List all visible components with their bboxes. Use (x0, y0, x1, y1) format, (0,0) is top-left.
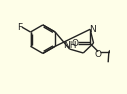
Text: F: F (17, 23, 22, 32)
Text: O: O (95, 50, 102, 59)
Text: O: O (72, 39, 79, 48)
Text: NH: NH (63, 41, 76, 50)
Text: N: N (89, 25, 96, 34)
